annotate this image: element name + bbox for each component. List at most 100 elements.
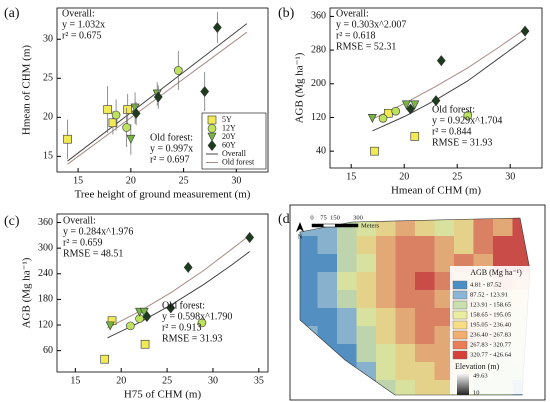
map-cell (395, 362, 415, 380)
scale-bar (335, 224, 358, 227)
point (463, 111, 473, 120)
annotation: r² = 0.618 (336, 30, 375, 41)
map-cell (356, 218, 376, 236)
scale-bar (312, 224, 324, 227)
point (103, 105, 112, 114)
x-axis-label: Hmean of CHM (m) (391, 185, 481, 197)
annotation: r² = 0.675 (62, 30, 101, 41)
point (63, 134, 72, 144)
map-cell (454, 218, 474, 236)
legend-symbol (207, 132, 217, 142)
point (245, 232, 255, 243)
map-cell (454, 236, 474, 254)
annotation: y = 0.284x^1.976 (63, 226, 133, 237)
legend-swatch (452, 340, 468, 350)
map-cell (395, 380, 415, 395)
map-cell (434, 218, 454, 236)
point (108, 118, 118, 128)
map-cell (317, 290, 337, 308)
map-cell (395, 344, 415, 362)
legend-label: Overall (222, 149, 247, 158)
panel-label: (c) (4, 214, 20, 229)
map-cell (317, 236, 337, 254)
map-cell (376, 236, 396, 254)
annotation: Old forest: (150, 132, 193, 143)
map-cell (395, 308, 415, 326)
map-cell (395, 272, 415, 290)
map-cell (356, 272, 376, 290)
x-tick-label: 30 (208, 375, 218, 386)
y-axis-label: AGB (Mg ha⁻¹) (21, 257, 33, 328)
north-arrow (296, 222, 304, 232)
map-cell (395, 254, 415, 272)
annotation: y = 0.997x (150, 143, 193, 154)
point (391, 106, 401, 116)
x-tick-label: 20 (116, 375, 126, 386)
legend-label: 12Y (222, 123, 236, 132)
map-cell (300, 272, 318, 290)
point (166, 302, 176, 314)
y-tick-label: 120 (311, 112, 326, 123)
map-cell (317, 308, 337, 326)
point (153, 91, 163, 103)
point (122, 123, 131, 132)
point (367, 114, 377, 123)
y-tick-label: 360 (311, 11, 326, 22)
map-cell (395, 218, 415, 236)
annotation: y = 0.929x^1.704 (432, 115, 502, 126)
map-cell (356, 344, 376, 362)
map-cell (473, 218, 493, 236)
legend-swatch (452, 320, 468, 330)
x-tick-label: 30 (231, 175, 241, 186)
legend-swatch (452, 280, 468, 290)
annotation: RMSE = 52.31 (336, 41, 396, 52)
legend-symbol (207, 140, 217, 151)
point (370, 146, 379, 156)
legend-swatch (452, 310, 468, 320)
point (200, 86, 210, 98)
scale-label: 75 (320, 214, 327, 221)
legend-swatch (452, 300, 468, 310)
x-tick-label: 15 (70, 375, 80, 386)
x-tick-label: 30 (505, 171, 515, 182)
annotation: r² = 0.659 (63, 237, 102, 248)
point (431, 95, 441, 107)
y-axis-label: AGB (Mg ha⁻¹) (294, 52, 306, 123)
map-cell (434, 236, 454, 254)
annotation: Overall: (336, 8, 369, 19)
x-tick-label: 15 (346, 171, 356, 182)
y-tick-label: 20 (43, 112, 53, 123)
map-cell (376, 362, 396, 380)
panel-label: (b) (278, 6, 295, 21)
point (183, 261, 193, 273)
fit-line (107, 234, 250, 329)
scale-label: 300 (353, 214, 363, 221)
map-cell (356, 308, 376, 326)
map-cell (415, 218, 435, 236)
annotation: y = 0.598x^1.790 (162, 311, 232, 322)
y-tick-label: 280 (311, 44, 326, 55)
x-tick-label: 20 (399, 171, 409, 182)
y-tick-label: 40 (316, 145, 326, 156)
annotation: r² = 0.844 (432, 126, 471, 137)
y-tick-label: 30 (43, 34, 53, 45)
point (123, 105, 132, 114)
north-label: N (298, 233, 303, 240)
map-cell (395, 290, 415, 308)
annotation: r² = 0.913 (162, 322, 201, 333)
legend-label: 195.05 - 236.40 (470, 321, 511, 328)
point (410, 132, 420, 141)
map-cell (415, 344, 435, 362)
map-cell (395, 326, 415, 344)
map-cell (415, 254, 435, 272)
point (100, 354, 110, 364)
legend-label: 158.65 - 195.05 (470, 311, 511, 318)
map-cell (337, 326, 357, 344)
x-axis-label: Tree height of ground measurement (m) (75, 189, 251, 201)
map-cell (376, 254, 396, 272)
legend-label: 320.77 - 426.64 (470, 351, 512, 358)
annotation: Overall: (63, 215, 96, 226)
y-tick-label: 15 (43, 151, 53, 162)
scale-unit: Meters (361, 222, 380, 229)
map-cell (356, 236, 376, 254)
